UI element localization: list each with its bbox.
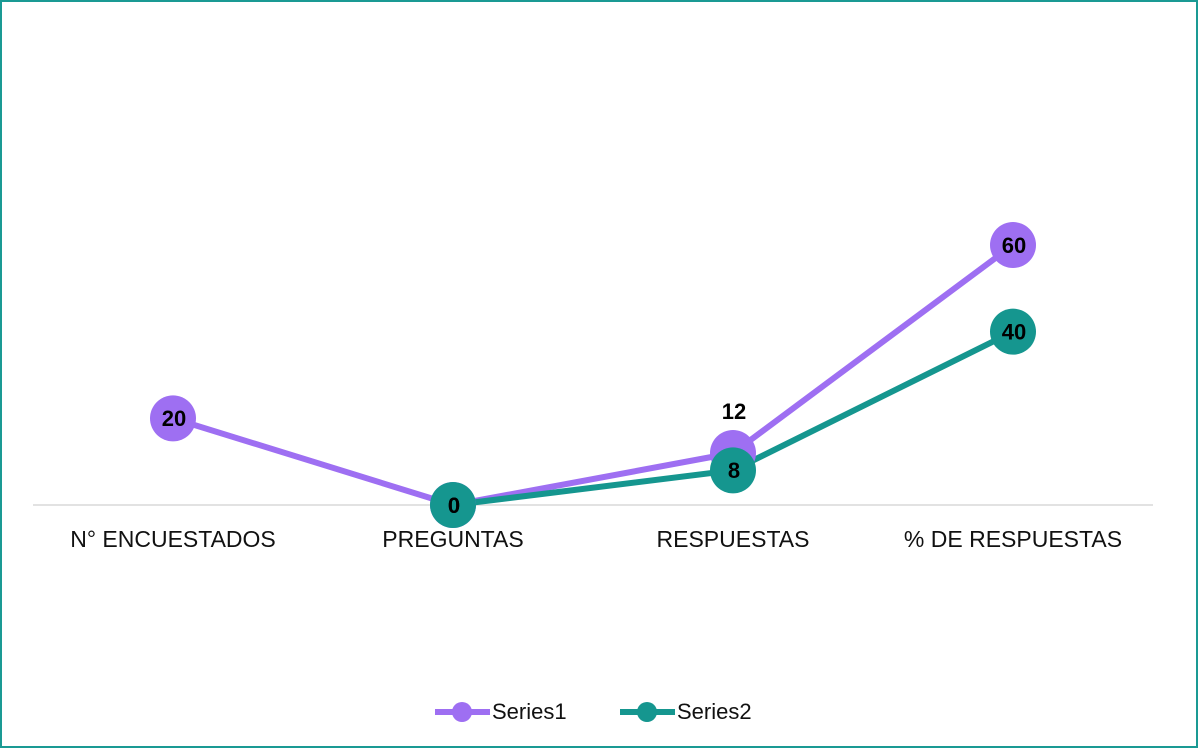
marker: [990, 308, 1036, 355]
x-tick-label: PREGUNTAS: [382, 526, 523, 552]
x-tick-label: RESPUESTAS: [657, 526, 810, 552]
data-label: 60: [1002, 233, 1026, 258]
data-label: 12: [722, 399, 746, 424]
data-label: 0: [448, 493, 460, 518]
marker: [150, 395, 196, 442]
marker: [990, 222, 1036, 268]
legend-label: Series1: [492, 699, 567, 724]
marker: [430, 482, 476, 528]
series-line: [172, 242, 1015, 509]
data-label: 20: [162, 406, 186, 431]
marker: [710, 447, 756, 494]
data-label: 0: [448, 493, 460, 518]
legend-label: Series2: [677, 699, 752, 724]
data-label: 40: [1002, 319, 1026, 344]
legend-marker: [637, 702, 657, 722]
data-label: 8: [728, 458, 740, 483]
x-tick-label: N° ENCUESTADOS: [70, 526, 276, 552]
legend-marker: [452, 702, 472, 722]
x-tick-label: % DE RESPUESTAS: [904, 526, 1122, 552]
